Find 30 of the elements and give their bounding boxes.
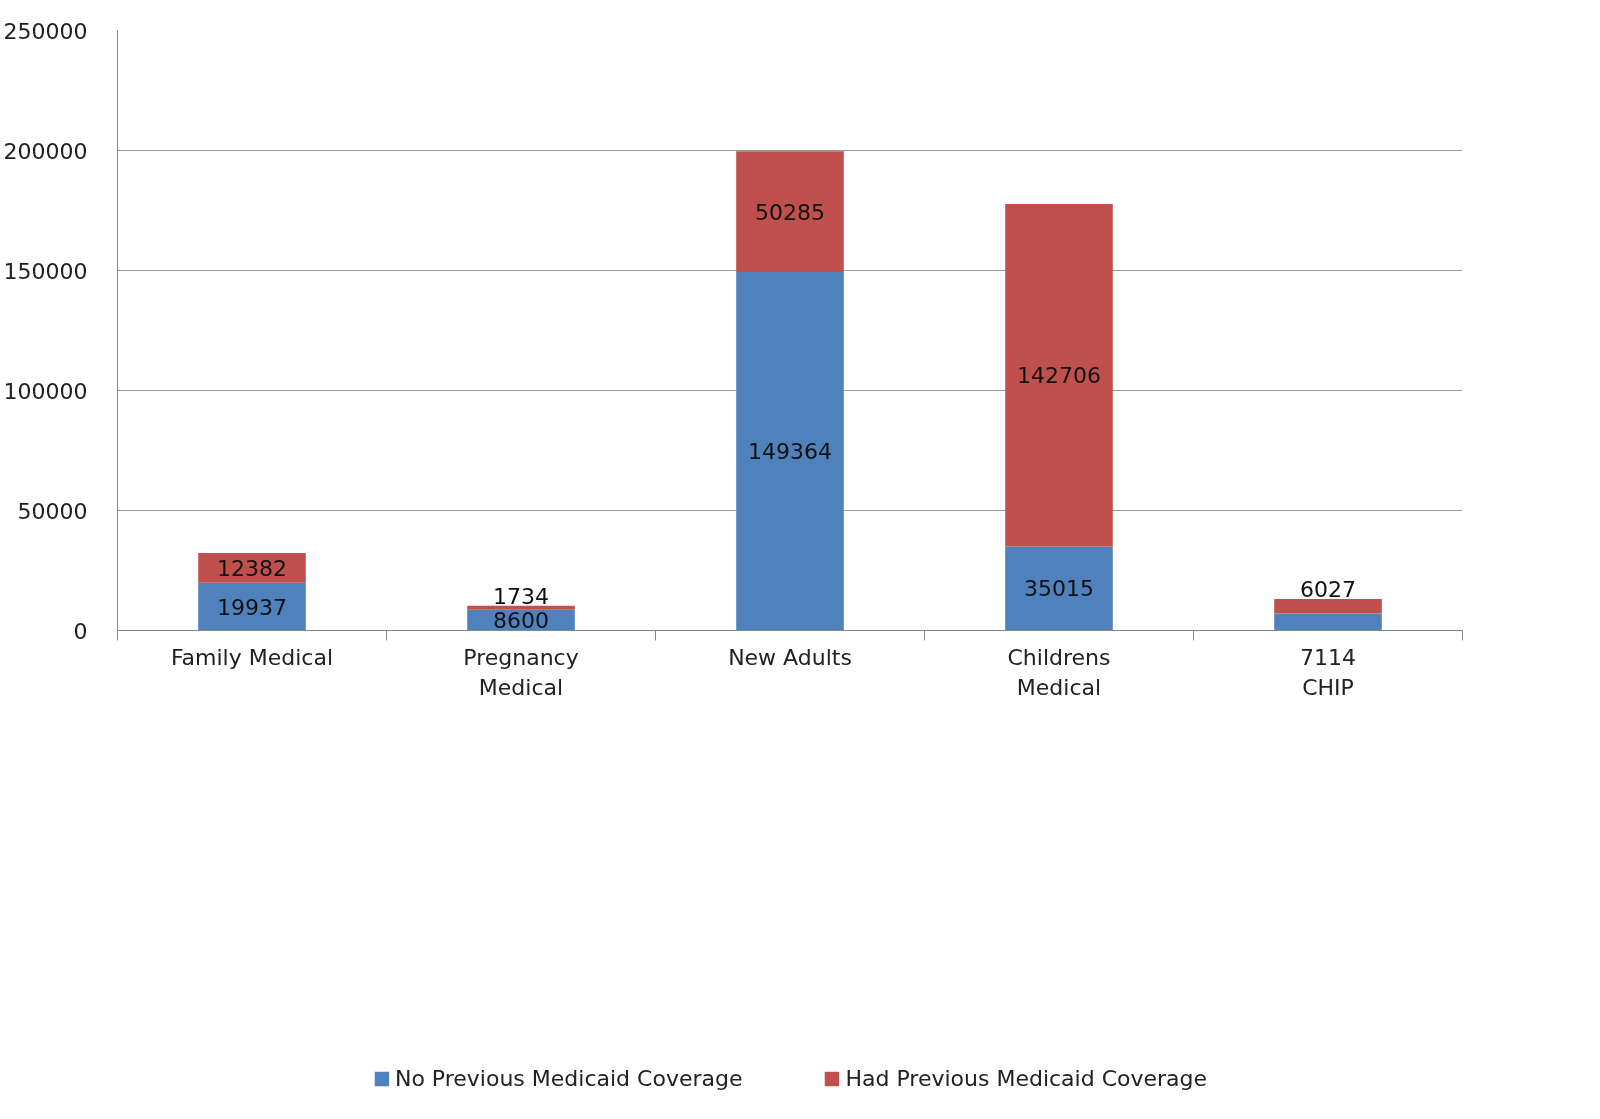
data-label: 1734 [493,583,550,609]
bar [1005,203,1113,547]
data-label: 6027 [1300,576,1357,602]
bar [1274,598,1382,614]
y-tick-label: 200000 [3,138,88,164]
legend-label: Had Previous Medicaid Coverage [845,1065,1208,1091]
data-label: 12382 [217,555,288,581]
x-tick-label: Pregnancy Medical [463,644,579,700]
x-tick-label: Childrens Medical [1007,644,1111,700]
y-tick-label: 150000 [3,258,88,284]
bar [1005,546,1113,631]
bar [736,151,844,273]
y-tick-label: 50000 [17,498,88,524]
legend-label: No Previous Medicaid Coverage [394,1065,743,1091]
x-tick-label: CHIP [1302,674,1354,700]
bar [1274,613,1382,631]
data-label: 7114 [1300,644,1357,670]
x-tick-label: New Adults [728,644,852,670]
data-label: 19937 [217,594,288,620]
y-tick-label: 0 [73,618,88,644]
x-tick-label: Family Medical [170,644,334,670]
data-label: 35015 [1024,576,1095,602]
data-label: 50285 [755,199,826,225]
data-label: 142706 [1017,363,1101,389]
data-label: 149364 [748,439,832,465]
y-tick-label: 250000 [3,18,88,44]
data-label: 8600 [493,608,550,634]
bar [467,605,575,610]
bar [736,272,844,631]
y-tick-label: 100000 [3,378,88,404]
